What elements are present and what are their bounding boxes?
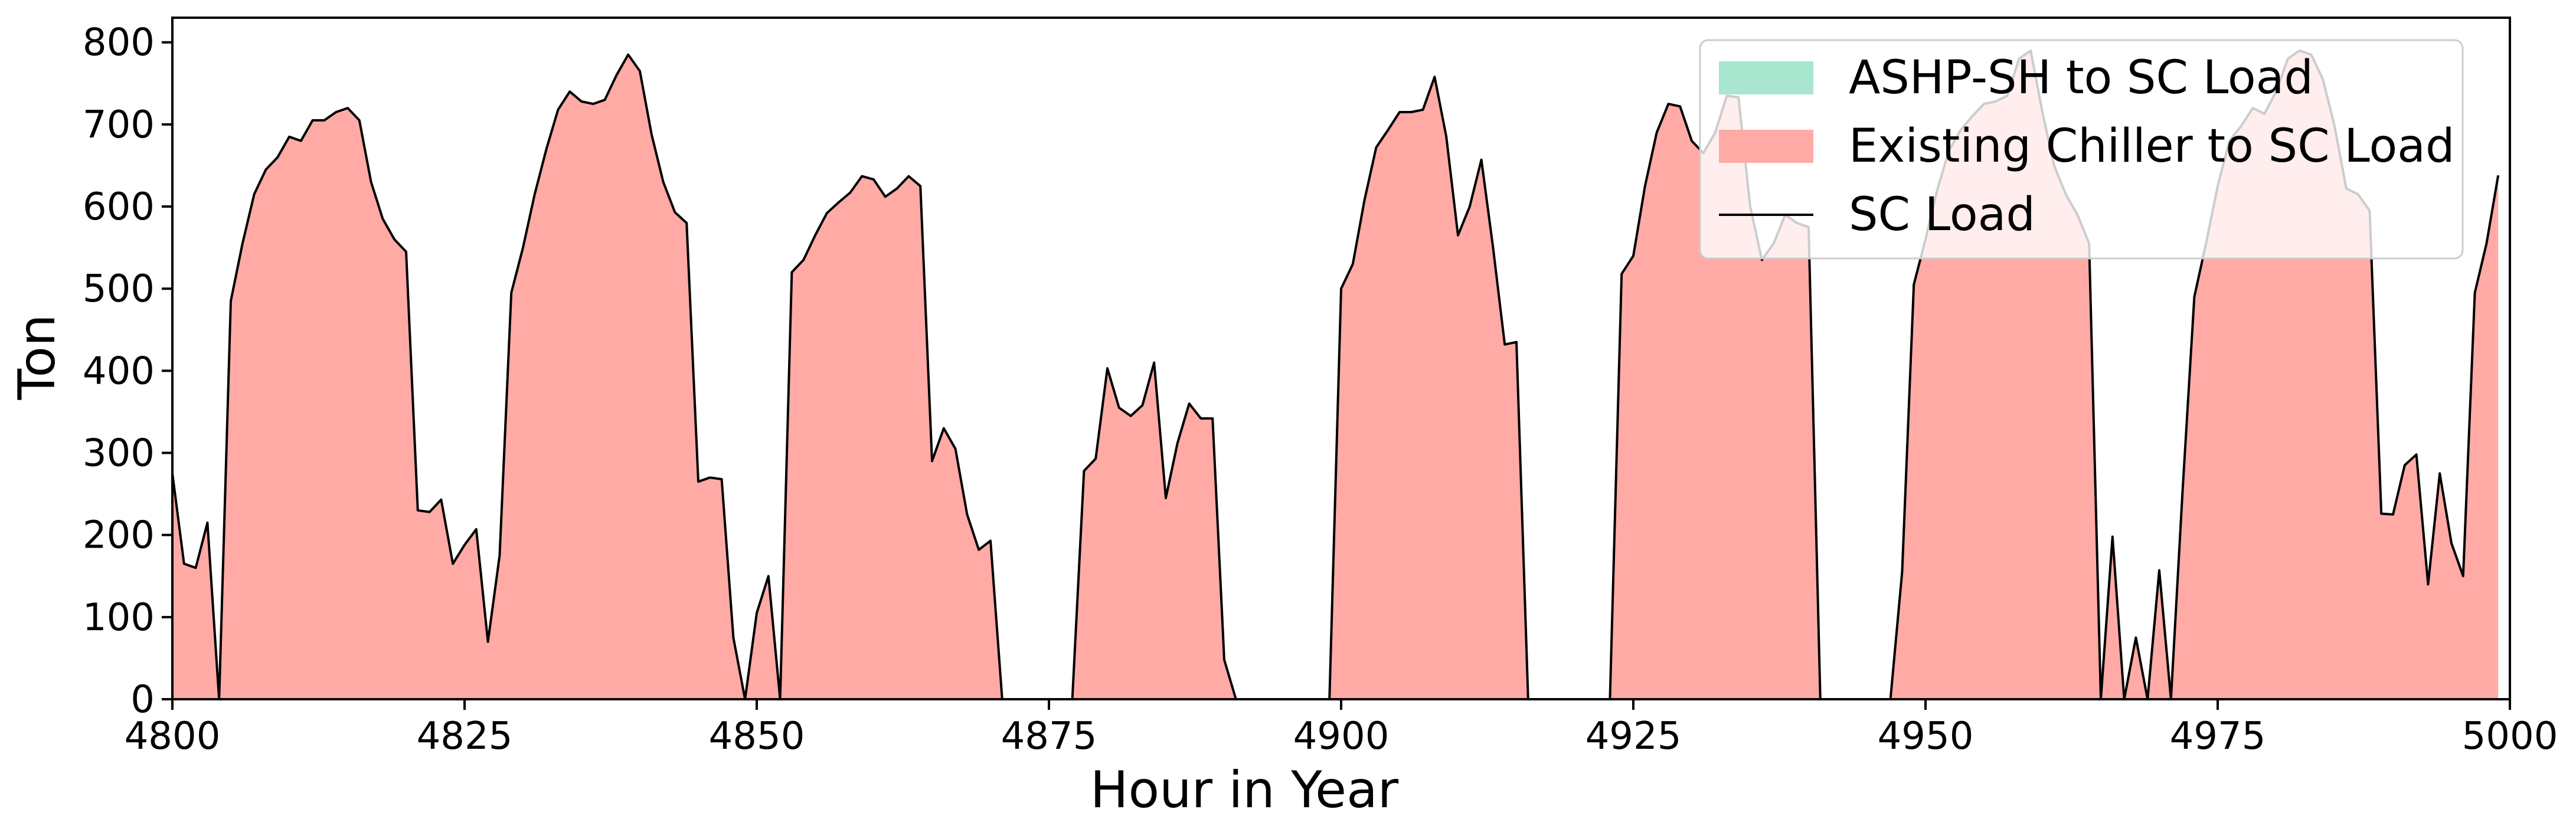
x-tick-label: 5000 xyxy=(2462,715,2558,758)
legend-swatch-ashp-sh xyxy=(1719,61,1813,94)
y-tick-label: 300 xyxy=(83,432,155,476)
x-tick-label: 4950 xyxy=(1878,715,1974,758)
y-tick-label: 600 xyxy=(83,185,155,229)
legend-label-existing-chiller: Existing Chiller to SC Load xyxy=(1849,120,2455,173)
y-axis-label: Ton xyxy=(8,314,67,400)
y-tick-label: 400 xyxy=(83,349,155,393)
existing-chiller-area xyxy=(172,50,2499,700)
y-tick-label: 800 xyxy=(83,21,155,65)
x-tick-label: 4925 xyxy=(1586,715,1682,758)
legend-label-ashp-sh: ASHP-SH to SC Load xyxy=(1849,51,2313,104)
y-tick-label: 700 xyxy=(83,103,155,147)
x-axis-label: Hour in Year xyxy=(1090,761,1399,820)
plot-area xyxy=(171,49,2500,700)
x-tick-label: 4850 xyxy=(709,715,805,758)
x-tick-label: 4825 xyxy=(417,715,513,758)
x-tick-label: 4875 xyxy=(1001,715,1097,758)
y-tick-label: 0 xyxy=(130,678,155,722)
sc-load-line xyxy=(171,49,2500,700)
x-axis-ticks: 4800 4825 4850 4875 4900 4925 4950 4975 5000 xyxy=(125,699,2558,758)
legend-box xyxy=(1699,39,2464,260)
x-tick-label: 4975 xyxy=(2170,715,2266,758)
legend-label-sc-load: SC Load xyxy=(1849,188,2035,241)
x-tick-label: 4800 xyxy=(125,715,221,758)
y-tick-label: 500 xyxy=(83,267,155,311)
x-tick-label: 4900 xyxy=(1293,715,1390,758)
y-tick-label: 200 xyxy=(83,514,155,558)
y-tick-label: 100 xyxy=(83,596,155,640)
plot-frame xyxy=(171,17,2511,700)
y-axis-ticks: 0 100 200 300 400 500 600 700 800 xyxy=(83,21,172,722)
legend: ASHP-SH to SC Load Existing Chiller to S… xyxy=(1699,39,2464,260)
legend-swatch-existing-chiller xyxy=(1719,130,1813,163)
